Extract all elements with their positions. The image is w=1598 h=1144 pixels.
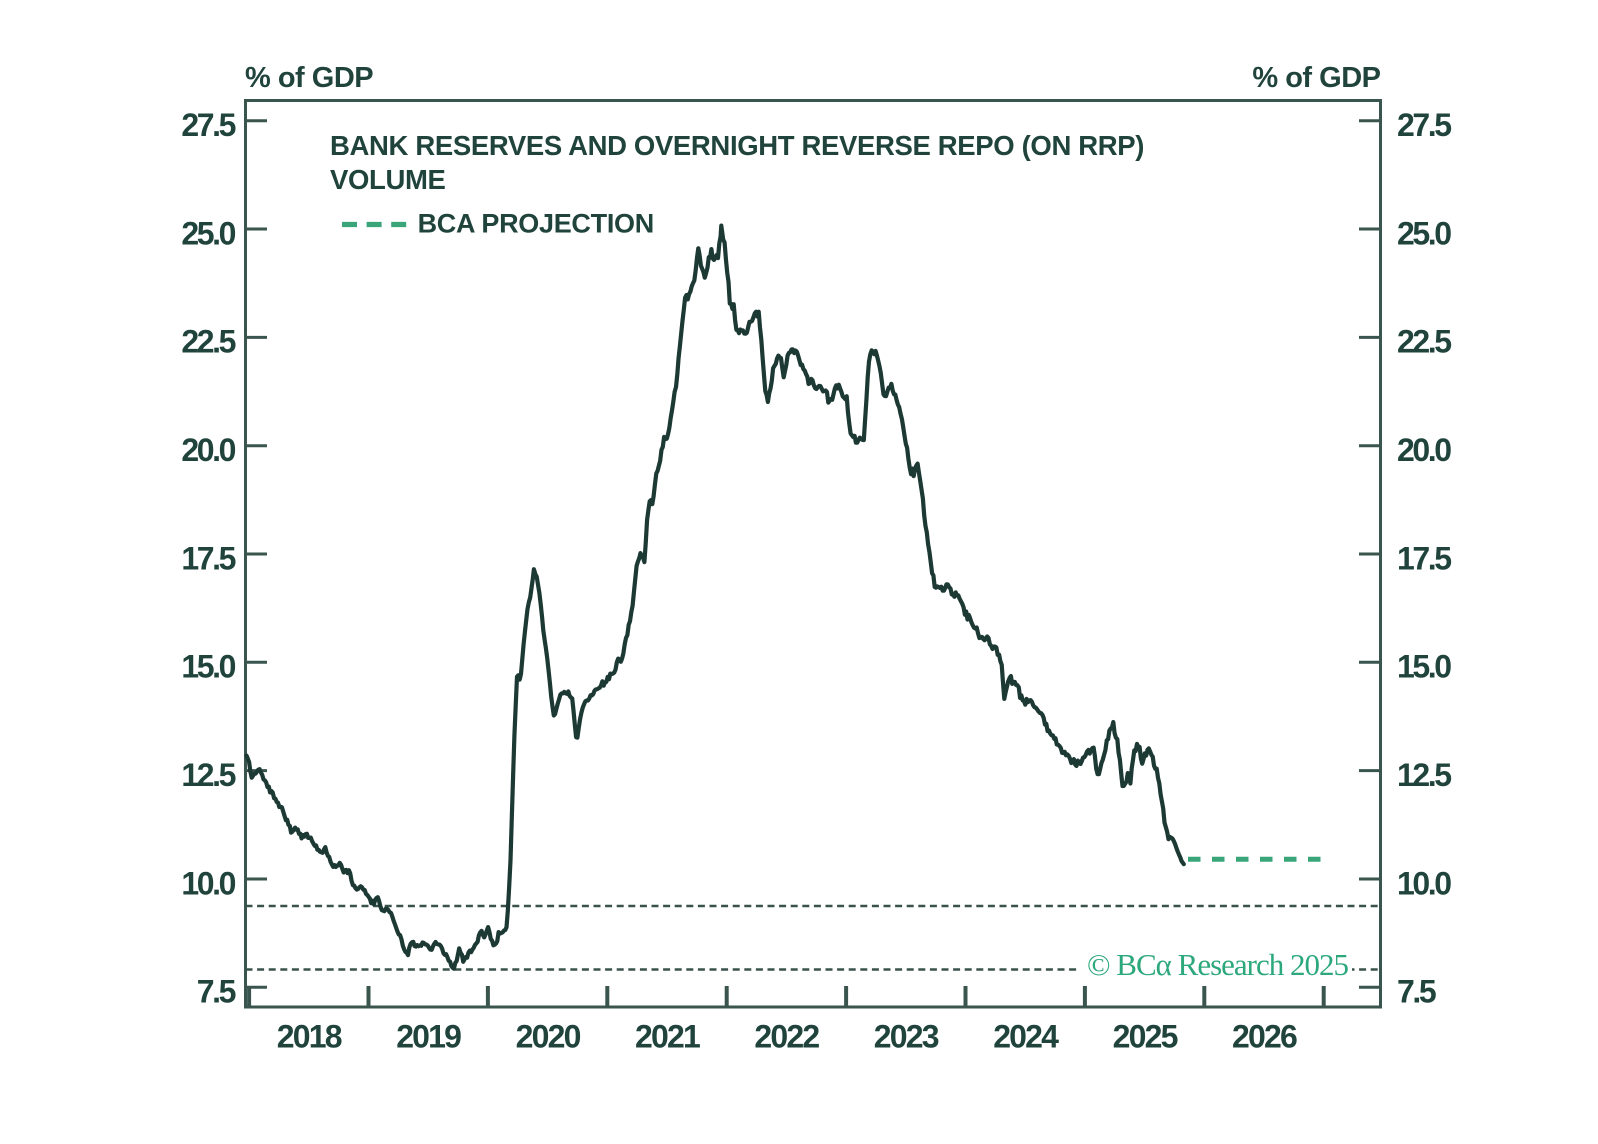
svg-text:7.5: 7.5	[1397, 974, 1436, 1010]
svg-text:20.0: 20.0	[181, 432, 235, 468]
svg-text:7.5: 7.5	[197, 974, 236, 1010]
svg-text:2021: 2021	[635, 1019, 700, 1055]
svg-text:% of GDP: % of GDP	[1252, 62, 1380, 94]
svg-text:27.5: 27.5	[181, 107, 235, 143]
svg-text:2019: 2019	[396, 1019, 461, 1055]
svg-text:20.0: 20.0	[1397, 432, 1451, 468]
svg-text:© BCα Research 2025: © BCα Research 2025	[1087, 947, 1348, 982]
svg-text:10.0: 10.0	[181, 865, 235, 901]
svg-text:12.5: 12.5	[1397, 757, 1451, 793]
svg-text:2023: 2023	[874, 1019, 939, 1055]
svg-text:17.5: 17.5	[1397, 540, 1451, 576]
svg-text:2024: 2024	[993, 1019, 1059, 1055]
svg-text:15.0: 15.0	[1397, 649, 1451, 685]
svg-text:% of GDP: % of GDP	[245, 62, 373, 94]
svg-text:2026: 2026	[1232, 1019, 1297, 1055]
svg-text:2022: 2022	[754, 1019, 819, 1055]
svg-text:2025: 2025	[1113, 1019, 1178, 1055]
svg-text:27.5: 27.5	[1397, 107, 1451, 143]
svg-text:VOLUME: VOLUME	[330, 164, 446, 195]
svg-text:BCA PROJECTION: BCA PROJECTION	[418, 209, 654, 239]
svg-text:22.5: 22.5	[1397, 324, 1451, 360]
svg-text:10.0: 10.0	[1397, 865, 1451, 901]
svg-text:25.0: 25.0	[1397, 215, 1451, 251]
svg-text:15.0: 15.0	[181, 649, 235, 685]
svg-text:BANK RESERVES AND OVERNIGHT RE: BANK RESERVES AND OVERNIGHT REVERSE REPO…	[330, 130, 1144, 161]
svg-text:17.5: 17.5	[181, 540, 235, 576]
svg-text:2020: 2020	[516, 1019, 581, 1055]
svg-text:2018: 2018	[277, 1019, 342, 1055]
svg-text:12.5: 12.5	[181, 757, 235, 793]
svg-text:25.0: 25.0	[181, 215, 235, 251]
svg-text:22.5: 22.5	[181, 324, 235, 360]
